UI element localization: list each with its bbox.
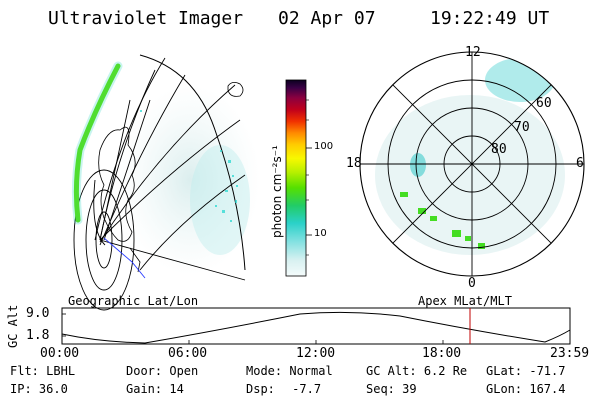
aurora-haze: [375, 95, 565, 255]
filter-value: LBHL: [46, 364, 76, 378]
info-dsp: Dsp: -7.7: [246, 382, 322, 396]
auroral-arc: [73, 63, 121, 223]
info-ip: IP: 36.0: [10, 382, 68, 396]
glon-value: 167.4: [529, 382, 566, 396]
colorbar-tick-100: 100: [314, 141, 334, 152]
colorbar-scale: [285, 79, 307, 277]
projection-edge: [139, 54, 246, 271]
date-label: 02 Apr 07: [278, 8, 376, 29]
aurora-haze: [410, 153, 426, 177]
mode-value: Normal: [289, 364, 333, 378]
glat-value: -71.7: [529, 364, 566, 378]
footprint-track: [103, 237, 146, 279]
door-value: Open: [169, 364, 199, 378]
altitude-plot: [61, 307, 571, 345]
altitude-ticks: [62, 313, 444, 344]
colorbar-tick-10: 10: [314, 228, 327, 239]
polar-lat-60: 60: [536, 96, 552, 111]
info-gcalt: GC Alt: 6.2 Re: [366, 364, 468, 378]
info-gain: Gain: 14: [126, 382, 184, 396]
altitude-axis-label: GC Alt: [6, 304, 20, 348]
left-panel-label: Geographic Lat/Lon: [68, 294, 199, 308]
info-filter: Flt: LBHL: [10, 364, 76, 378]
auroral-arc-glow: [71, 61, 123, 225]
time-label: 19:22:49 UT: [430, 8, 550, 29]
altitude-curve: [61, 311, 571, 344]
altitude-xtick: 18:00: [422, 346, 462, 361]
polar-plot: [359, 51, 585, 277]
colorbar-unit-label: photon cm⁻²s⁻¹: [270, 145, 284, 238]
polar-grid: [359, 51, 585, 277]
polar-hour-12: 12: [465, 45, 481, 60]
ip-value: 36.0: [38, 382, 68, 396]
altitude-ytick-low: 1.8: [26, 328, 50, 343]
aurora-haze: [120, 85, 260, 275]
gcalt-value: 6.2 Re: [423, 364, 468, 378]
instrument-title: Ultraviolet Imager: [48, 8, 244, 29]
info-mode: Mode: Normal: [246, 364, 333, 378]
info-seq: Seq: 39: [366, 382, 417, 396]
seq-value: 39: [402, 382, 417, 396]
info-door: Door: Open: [126, 364, 199, 378]
aurora-patches: [400, 192, 485, 249]
colorbar: [285, 79, 312, 277]
altitude-xtick: 23:59: [550, 346, 590, 361]
polar-hour-6: 6: [576, 156, 584, 171]
right-panel-label: Apex MLat/MLT: [418, 294, 512, 308]
info-glon: GLon: 167.4: [486, 382, 566, 396]
gain-value: 14: [169, 382, 184, 396]
altitude-xtick: 00:00: [40, 346, 80, 361]
polar-lat-70: 70: [514, 120, 530, 135]
dsp-value: -7.7: [292, 382, 322, 396]
altitude-xtick: 06:00: [168, 346, 208, 361]
altitude-ytick-high: 9.0: [26, 306, 50, 321]
polar-lat-80: 80: [491, 142, 507, 157]
aurora-speckle: [140, 110, 238, 222]
altitude-xtick: 12:00: [296, 346, 336, 361]
coastline: [98, 82, 244, 273]
polar-hour-18: 18: [346, 156, 362, 171]
info-glat: GLat: -71.7: [486, 364, 566, 378]
aurora-haze: [190, 145, 250, 255]
polar-hour-0: 0: [468, 276, 476, 291]
geographic-map-panel: [71, 54, 260, 311]
